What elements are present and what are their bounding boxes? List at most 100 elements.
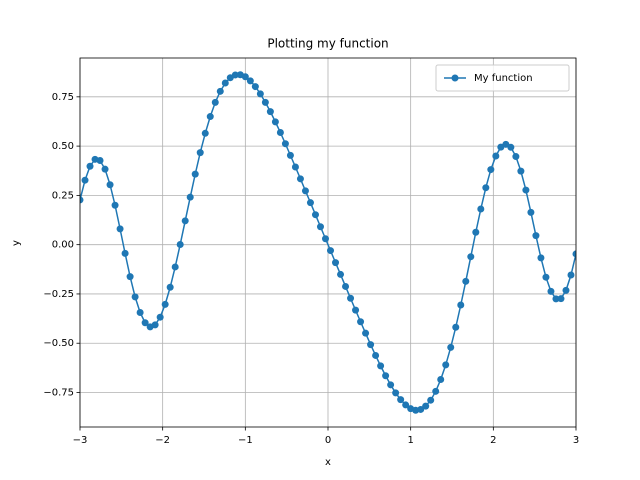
marker xyxy=(166,283,174,291)
marker xyxy=(427,396,435,404)
y-tick-label: 0.75 xyxy=(52,92,74,103)
marker xyxy=(316,223,324,231)
marker xyxy=(492,152,500,160)
marker xyxy=(462,277,470,285)
marker xyxy=(402,401,410,409)
marker xyxy=(151,321,159,329)
marker xyxy=(482,184,490,192)
marker xyxy=(296,175,304,183)
marker xyxy=(156,313,164,321)
marker xyxy=(572,250,576,258)
marker xyxy=(261,98,269,106)
marker xyxy=(241,73,249,81)
marker xyxy=(116,225,124,233)
marker xyxy=(472,228,480,236)
marker xyxy=(552,295,560,303)
marker xyxy=(342,282,350,290)
legend-marker xyxy=(451,74,459,82)
marker xyxy=(181,217,189,225)
marker xyxy=(286,151,294,159)
marker xyxy=(332,259,340,267)
marker xyxy=(306,199,314,207)
x-tick-label: −2 xyxy=(155,435,170,446)
marker xyxy=(382,372,390,380)
marker xyxy=(131,293,139,301)
marker xyxy=(377,362,385,370)
marker xyxy=(301,187,309,195)
x-tick-label: 1 xyxy=(407,435,413,446)
marker xyxy=(542,273,550,281)
marker xyxy=(171,263,179,271)
marker xyxy=(80,196,84,204)
marker xyxy=(271,118,279,126)
marker xyxy=(191,170,199,178)
marker xyxy=(447,343,455,351)
marker xyxy=(141,319,149,327)
y-tick-label: −0.25 xyxy=(43,289,74,300)
marker xyxy=(337,270,345,278)
marker xyxy=(457,301,465,309)
marker xyxy=(432,387,440,395)
marker xyxy=(321,235,329,243)
marker xyxy=(121,249,129,257)
marker xyxy=(276,129,284,137)
marker xyxy=(206,113,214,121)
marker xyxy=(327,247,335,255)
marker xyxy=(367,341,375,349)
marker xyxy=(186,193,194,201)
marker xyxy=(96,157,104,164)
marker xyxy=(352,306,360,314)
marker xyxy=(567,271,575,279)
marker xyxy=(111,201,119,209)
marker xyxy=(557,295,565,303)
marker xyxy=(101,165,109,173)
marker xyxy=(251,83,259,91)
marker xyxy=(106,181,114,189)
chart-title: Plotting my function xyxy=(267,37,388,51)
y-tick-label: −0.50 xyxy=(43,338,74,349)
marker xyxy=(196,149,204,157)
y-tick-label: 0.00 xyxy=(52,240,74,251)
marker xyxy=(347,294,355,302)
marker xyxy=(397,396,405,404)
marker xyxy=(467,253,475,261)
marker xyxy=(221,79,229,87)
x-tick-label: 0 xyxy=(325,435,331,446)
marker xyxy=(422,402,430,410)
x-tick-label: −3 xyxy=(73,435,88,446)
marker xyxy=(522,186,530,194)
marker xyxy=(81,176,89,184)
marker xyxy=(512,153,520,161)
x-tick-label: 3 xyxy=(573,435,579,446)
marker xyxy=(211,98,219,106)
marker xyxy=(417,405,425,413)
marker xyxy=(562,286,570,294)
marker xyxy=(256,90,264,98)
marker xyxy=(357,318,365,326)
marker xyxy=(161,300,169,308)
marker xyxy=(507,143,515,151)
marker xyxy=(86,162,94,170)
marker xyxy=(362,329,370,337)
y-tick-label: 0.25 xyxy=(52,190,74,201)
marker xyxy=(281,140,289,148)
marker xyxy=(387,381,395,389)
marker xyxy=(176,240,184,248)
x-tick-label: −1 xyxy=(238,435,253,446)
marker xyxy=(487,166,495,174)
marker xyxy=(477,205,485,213)
marker xyxy=(372,351,380,359)
plot-area xyxy=(80,71,576,414)
marker xyxy=(442,361,450,369)
marker xyxy=(452,323,460,331)
line xyxy=(80,73,576,412)
marker xyxy=(392,389,400,397)
y-tick-label: −0.75 xyxy=(43,388,74,399)
marker xyxy=(266,108,274,116)
x-axis-label: x xyxy=(325,457,331,468)
legend-box xyxy=(435,64,570,92)
marker xyxy=(291,163,299,171)
marker xyxy=(527,208,535,216)
marker xyxy=(231,71,239,79)
